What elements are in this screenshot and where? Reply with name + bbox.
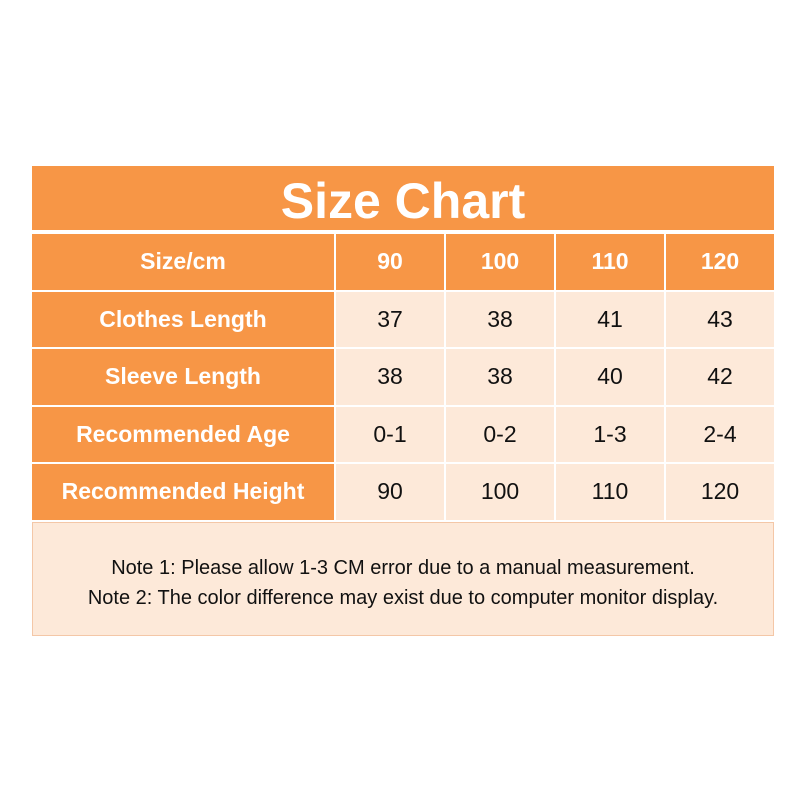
cell: 41 xyxy=(554,289,666,349)
size-table: Size/cm 90 100 110 120 Clothes Length 37… xyxy=(32,232,774,522)
cell: 100 xyxy=(444,462,556,522)
size-header: 90 xyxy=(334,232,446,292)
row-label: Sleeve Length xyxy=(32,347,336,407)
cell: 42 xyxy=(664,347,774,407)
table-row: Recommended Height 90 100 110 120 xyxy=(32,462,774,522)
row-label: Clothes Length xyxy=(32,289,336,349)
size-header: 100 xyxy=(444,232,556,292)
cell: 90 xyxy=(334,462,446,522)
cell: 0-2 xyxy=(444,404,556,464)
chart-title: Size Chart xyxy=(32,166,774,232)
note-2: Note 2: The color difference may exist d… xyxy=(87,586,719,609)
cell: 38 xyxy=(444,289,556,349)
table-row: Sleeve Length 38 38 40 42 xyxy=(32,347,774,407)
cell: 43 xyxy=(664,289,774,349)
cell: 2-4 xyxy=(664,404,774,464)
header-row: Size/cm 90 100 110 120 xyxy=(32,232,774,292)
size-header: 110 xyxy=(554,232,666,292)
header-label: Size/cm xyxy=(32,232,336,292)
row-label: Recommended Age xyxy=(32,404,336,464)
cell: 38 xyxy=(444,347,556,407)
cell: 40 xyxy=(554,347,666,407)
cell: 1-3 xyxy=(554,404,666,464)
cell: 110 xyxy=(554,462,666,522)
notes-box: Note 1: Please allow 1-3 CM error due to… xyxy=(32,521,774,636)
table-row: Recommended Age 0-1 0-2 1-3 2-4 xyxy=(32,404,774,464)
table-row: Clothes Length 37 38 41 43 xyxy=(32,289,774,349)
size-chart: Size Chart Size/cm 90 100 110 120 Clothe… xyxy=(32,166,774,636)
cell: 37 xyxy=(334,289,446,349)
cell: 120 xyxy=(664,462,774,522)
note-1: Note 1: Please allow 1-3 CM error due to… xyxy=(111,556,695,579)
cell: 0-1 xyxy=(334,404,446,464)
row-label: Recommended Height xyxy=(32,462,336,522)
cell: 38 xyxy=(334,347,446,407)
size-header: 120 xyxy=(664,232,774,292)
